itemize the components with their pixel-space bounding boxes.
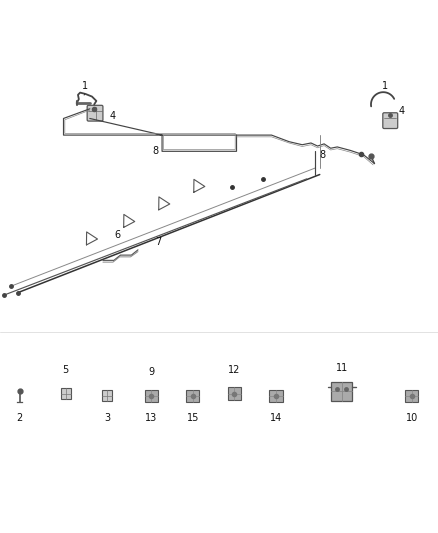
Bar [145, 390, 158, 402]
Text: 4: 4 [399, 106, 405, 116]
FancyBboxPatch shape [383, 113, 398, 128]
Bar [331, 382, 352, 401]
Text: 6: 6 [114, 230, 120, 240]
Text: 8: 8 [152, 147, 159, 157]
Text: 9: 9 [148, 367, 154, 377]
Bar [228, 387, 241, 400]
Text: 4: 4 [110, 111, 116, 122]
Bar [405, 390, 418, 402]
Text: 2: 2 [17, 413, 23, 423]
Text: 1: 1 [382, 82, 389, 91]
Text: 10: 10 [406, 413, 418, 423]
Bar [102, 390, 112, 401]
Text: 11: 11 [336, 363, 348, 373]
Text: 5: 5 [63, 365, 69, 375]
Text: 3: 3 [104, 413, 110, 423]
Text: 7: 7 [155, 237, 162, 247]
Text: 15: 15 [187, 413, 199, 423]
Bar [186, 390, 199, 402]
Bar [269, 390, 283, 402]
Text: 13: 13 [145, 413, 157, 423]
Text: 1: 1 [82, 82, 88, 91]
Text: 12: 12 [228, 365, 240, 375]
Text: 14: 14 [270, 413, 282, 423]
Bar [61, 388, 71, 399]
FancyBboxPatch shape [87, 106, 103, 121]
Text: 8: 8 [320, 150, 326, 160]
